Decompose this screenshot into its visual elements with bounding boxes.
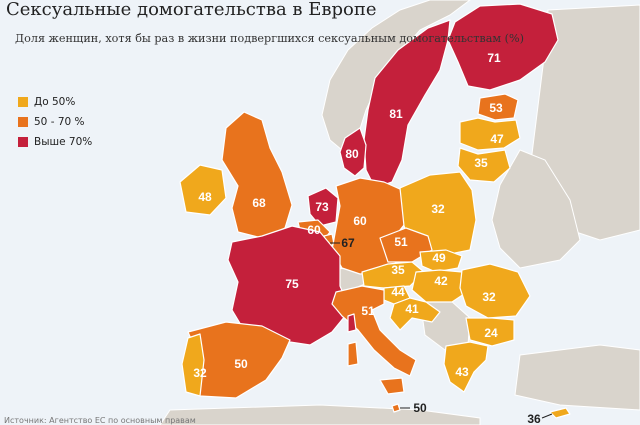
country-romania: [459, 263, 531, 319]
value-label-6: 48: [198, 190, 212, 204]
country-france-corsica: [347, 313, 357, 333]
value-label-2: 80: [345, 147, 359, 161]
country-latvia: [459, 117, 521, 151]
country-slovakia: [419, 249, 463, 273]
legend-swatch-mid: [18, 117, 28, 127]
country-lithuania: [457, 147, 511, 183]
source-footer: Источник: Агентство ЕС по основным права…: [4, 416, 196, 425]
legend-item-mid: 50 - 70 %: [18, 112, 92, 132]
value-label-10: 67: [341, 236, 355, 250]
value-label-19: 41: [405, 302, 419, 316]
value-label-4: 47: [490, 132, 504, 146]
country-finland: [447, 3, 559, 91]
country-cyprus: [549, 407, 571, 419]
legend-swatch-high: [18, 137, 28, 147]
value-label-24: 32: [193, 366, 207, 380]
land-africa: [159, 404, 481, 425]
country-italy: [331, 285, 417, 377]
map-subtitle: Доля женщин, хотя бы раз в жизни подверг…: [15, 32, 524, 45]
country-france: [227, 225, 351, 346]
country-bulgaria: [465, 317, 515, 347]
country-italy-sardinia: [347, 341, 359, 367]
value-label-8: 73: [315, 200, 329, 214]
country-estonia: [477, 93, 519, 121]
value-label-27: 36: [527, 412, 541, 425]
map-title: Сексуальные домогательства в Европе: [6, 0, 377, 20]
value-label-13: 51: [394, 235, 408, 249]
value-label-3: 53: [489, 101, 503, 115]
value-label-20: 32: [482, 290, 496, 304]
value-label-5: 35: [474, 156, 488, 170]
value-label-23: 50: [234, 357, 248, 371]
country-denmark: [339, 127, 367, 177]
legend-label-high: Выше 70%: [34, 136, 93, 148]
country-italy-sicily: [379, 377, 405, 395]
value-label-18: 44: [391, 285, 405, 299]
value-label-9: 60: [307, 223, 321, 237]
legend-item-low: До 50%: [18, 92, 92, 112]
country-czech: [379, 227, 433, 263]
value-label-14: 75: [285, 277, 299, 291]
value-label-0: 71: [487, 51, 501, 65]
value-label-12: 32: [431, 202, 445, 216]
value-label-21: 24: [484, 326, 498, 340]
legend-item-high: Выше 70%: [18, 132, 92, 152]
legend-swatch-low: [18, 97, 28, 107]
value-label-1: 81: [389, 107, 403, 121]
country-greece: [443, 341, 489, 393]
legend-label-low: До 50%: [34, 96, 76, 108]
country-malta: [391, 403, 401, 413]
country-portugal: [181, 333, 205, 397]
country-hungary: [411, 269, 471, 303]
leader-line-cyprus: [541, 413, 553, 419]
value-label-25: 43: [455, 365, 469, 379]
country-croatia: [389, 297, 441, 331]
legend-label-mid: 50 - 70 %: [34, 116, 85, 128]
country-ireland: [179, 164, 227, 216]
country-uk: [221, 111, 293, 239]
land-belarus-ukraine: [491, 149, 581, 269]
value-label-22: 51: [361, 304, 375, 318]
value-label-15: 35: [391, 263, 405, 277]
value-label-7: 68: [252, 196, 266, 210]
legend: До 50% 50 - 70 % Выше 70%: [18, 92, 92, 152]
value-label-16: 49: [432, 251, 446, 265]
country-netherlands: [307, 187, 339, 227]
value-label-26: 50: [413, 401, 427, 415]
land-turkey: [514, 344, 640, 411]
value-label-17: 42: [434, 274, 448, 288]
value-label-11: 60: [353, 214, 367, 228]
